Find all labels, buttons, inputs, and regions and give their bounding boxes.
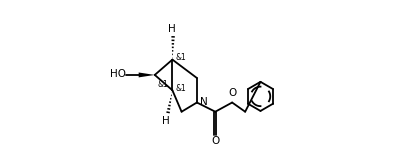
Text: O: O [211,136,219,146]
Text: O: O [228,88,236,98]
Polygon shape [139,73,155,77]
Text: HO: HO [110,69,126,79]
Text: &1: &1 [157,80,168,89]
Text: &1: &1 [176,84,187,93]
Text: &1: &1 [176,53,187,62]
Text: H: H [162,116,170,126]
Text: H: H [168,24,175,34]
Text: N: N [199,97,208,107]
